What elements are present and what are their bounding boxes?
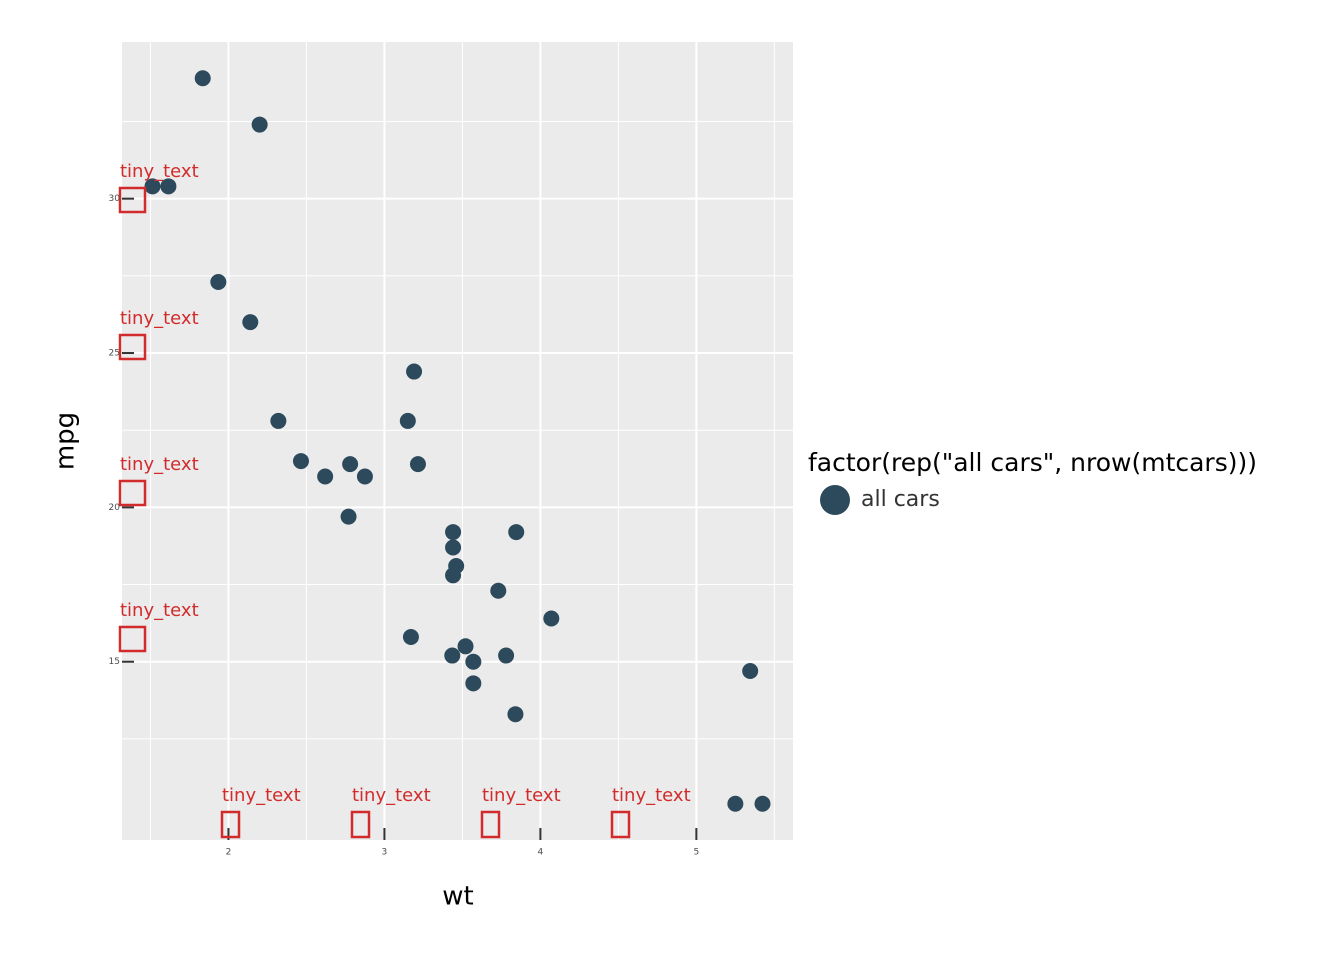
point: [194, 70, 211, 87]
x-tick-label: 3: [382, 848, 388, 858]
point: [210, 274, 227, 291]
annotation-box: [118, 333, 147, 361]
y-axis-title: mpg: [51, 412, 81, 470]
point: [742, 662, 759, 679]
annotation-box: [118, 625, 147, 653]
point: [317, 468, 334, 485]
y-tick-label: 15: [109, 657, 120, 667]
annotation-box: [118, 186, 147, 214]
annotation-label: tiny_text: [120, 600, 199, 621]
point: [754, 795, 771, 812]
annotation-label: tiny_text: [120, 454, 199, 475]
annotation-box: [610, 810, 631, 839]
point: [445, 539, 462, 556]
annotation-box: [350, 810, 371, 839]
annotation-box: [220, 810, 241, 839]
point: [340, 508, 357, 525]
annotation-label: tiny_text: [222, 785, 301, 806]
x-tick-label: 2: [226, 848, 232, 858]
point: [465, 675, 482, 692]
point: [160, 178, 177, 195]
x-axis-title: wt: [442, 882, 473, 912]
point: [409, 456, 426, 473]
point: [292, 453, 309, 470]
y-tick-label: 25: [109, 349, 120, 359]
point: [406, 363, 423, 380]
point: [490, 582, 507, 599]
point: [727, 795, 744, 812]
annotation-label: tiny_text: [120, 161, 199, 182]
legend-title: factor(rep("all cars", nrow(mtcars))): [808, 448, 1257, 477]
point: [543, 610, 560, 627]
point: [465, 653, 482, 670]
point: [399, 412, 416, 429]
point: [444, 647, 461, 664]
point: [445, 524, 462, 541]
point: [270, 412, 287, 429]
point: [356, 468, 373, 485]
point: [402, 629, 419, 646]
point: [445, 567, 462, 584]
annotation-label: tiny_text: [482, 785, 561, 806]
point: [498, 647, 515, 664]
legend-label: all cars: [861, 487, 940, 512]
point: [508, 524, 525, 541]
annotation-box: [480, 810, 501, 839]
point: [242, 314, 259, 331]
y-tick-label: 20: [109, 503, 121, 513]
point: [342, 456, 359, 473]
point: [507, 706, 524, 723]
annotation-box: [118, 479, 147, 507]
point: [251, 116, 268, 133]
point: [144, 178, 161, 195]
annotation-label: tiny_text: [120, 308, 199, 329]
panel-background: [122, 42, 793, 840]
legend-key: [820, 485, 850, 515]
annotation-label: tiny_text: [612, 785, 691, 806]
x-tick-label: 5: [694, 848, 700, 858]
annotation-label: tiny_text: [352, 785, 431, 806]
x-tick-label: 4: [538, 848, 544, 858]
y-tick-label: 30: [109, 194, 121, 204]
point: [457, 638, 474, 655]
